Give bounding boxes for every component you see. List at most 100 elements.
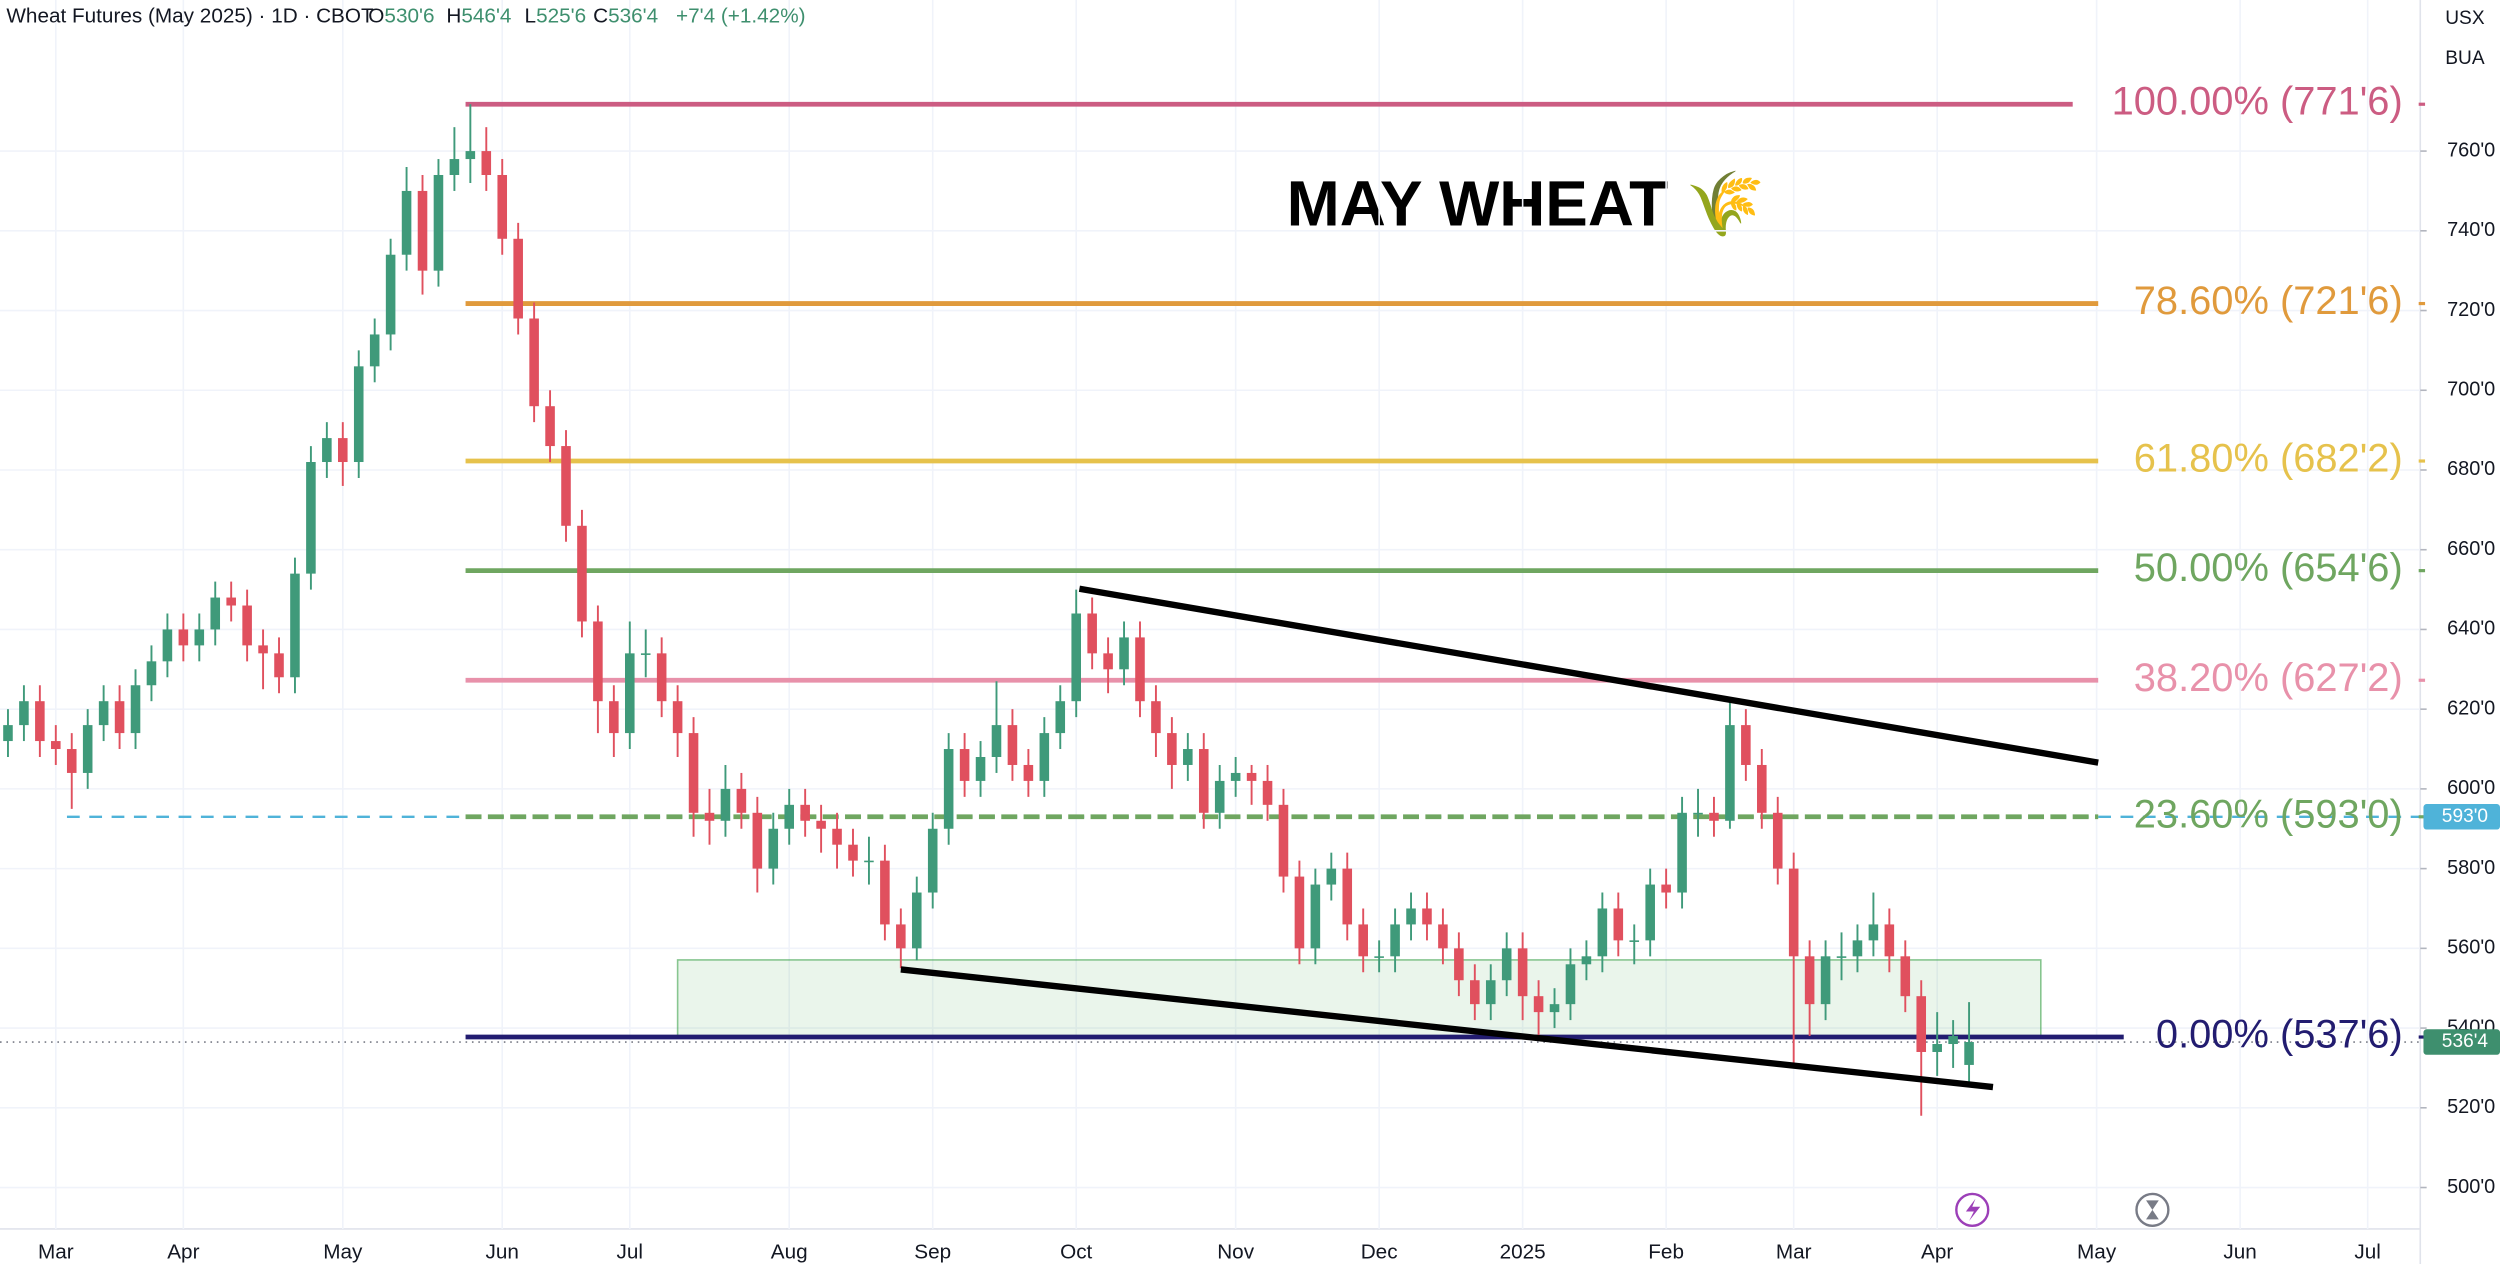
candle-body <box>1135 637 1145 702</box>
x-tick-label: Apr <box>167 1240 199 1263</box>
x-tick-label: May <box>323 1240 363 1263</box>
y-tick-label: 660'0 <box>2447 538 2495 560</box>
candle-body <box>1645 884 1655 941</box>
candle-body <box>1661 884 1671 893</box>
candle-body <box>1151 701 1161 734</box>
candle-body <box>561 446 571 526</box>
field-value: 536'4 <box>608 5 658 28</box>
candle-body <box>1358 924 1368 957</box>
x-tick-label: Jun <box>486 1240 519 1263</box>
candle-body <box>593 621 603 702</box>
candle-body <box>704 812 715 821</box>
candle-body <box>338 438 348 463</box>
candle-body <box>1581 956 1592 965</box>
candle-body <box>1613 908 1624 941</box>
candle-body <box>385 254 396 335</box>
candle-body <box>625 653 635 734</box>
candle-body <box>1565 964 1576 1005</box>
candle-body <box>577 525 587 622</box>
x-tick-label: Nov <box>1217 1240 1254 1263</box>
candle-body <box>1278 804 1289 877</box>
candle-body <box>848 844 858 861</box>
fib-label: 78.60% (721'6) <box>2134 279 2403 323</box>
candle-body <box>880 860 890 925</box>
candle-body <box>114 701 125 734</box>
candle-body <box>1629 940 1640 942</box>
x-tick-label: Oct <box>1060 1240 1092 1263</box>
chart-title: MAY WHEAT 🌾 <box>1287 167 1766 239</box>
candle-body <box>752 812 763 869</box>
candle-body <box>1007 725 1018 765</box>
flash-icon[interactable] <box>1955 1192 1990 1227</box>
candle-body <box>720 788 731 821</box>
unit-label: BUA <box>2445 48 2485 69</box>
timer-icon[interactable] <box>2135 1192 2170 1227</box>
x-tick-label: Jul <box>2354 1240 2380 1263</box>
candle-body <box>497 174 508 239</box>
candle-body <box>1804 956 1815 1005</box>
candle-body <box>1294 876 1305 949</box>
candle-body <box>927 828 938 893</box>
candle-body <box>51 741 61 750</box>
candle-body <box>959 749 970 781</box>
x-tick-label: Mar <box>38 1240 74 1263</box>
fib-label: 50.00% (654'6) <box>2134 546 2403 590</box>
candle-body <box>640 653 651 655</box>
fib-label: 23.60% (593'0) <box>2134 792 2403 836</box>
candle-body <box>1868 924 1879 941</box>
candle-body <box>1262 780 1273 805</box>
candle-body <box>1836 956 1847 958</box>
y-tick-label: 580'0 <box>2447 857 2495 879</box>
candle-body <box>19 701 29 726</box>
header: Wheat Futures (May 2025) · 1D · CBOTO530… <box>6 5 805 28</box>
x-tick-label: Aug <box>771 1240 808 1263</box>
candle-body <box>274 653 284 678</box>
y-tick-label: 500'0 <box>2447 1176 2495 1198</box>
candle-body <box>1039 733 1050 781</box>
trendline <box>1078 585 2099 766</box>
field-key: O <box>368 5 384 28</box>
candle-body <box>401 190 412 255</box>
y-tick-label: 600'0 <box>2447 777 2495 799</box>
candle-body <box>1326 868 1337 885</box>
y-tick-label: 760'0 <box>2447 139 2495 161</box>
candle-body <box>1406 908 1416 925</box>
x-tick-label: Jul <box>617 1240 643 1263</box>
candle-body <box>290 573 300 678</box>
candle-body <box>1485 980 1496 1005</box>
candle-body <box>656 653 667 702</box>
candle-body <box>210 597 221 630</box>
candle-body <box>1693 812 1703 815</box>
candle-body <box>1549 1004 1560 1013</box>
candle-body <box>1071 613 1081 702</box>
candle-body <box>1055 701 1066 734</box>
candle-body <box>1119 637 1129 670</box>
candle-body <box>1820 956 1831 1005</box>
candle-body <box>1198 749 1209 813</box>
field-key: C <box>593 5 608 28</box>
candle-body <box>82 725 93 773</box>
candle-body <box>1884 924 1895 957</box>
candle-body <box>943 749 954 829</box>
candle-body <box>1948 1036 1958 1045</box>
fib-label: 0.00% (537'6) <box>2156 1013 2403 1057</box>
candle-body <box>1230 772 1241 781</box>
candle-body <box>991 725 1002 757</box>
field-value: 530'6 <box>384 5 434 28</box>
candle-body <box>369 334 380 367</box>
candle-body <box>1900 956 1911 997</box>
candle-body <box>1214 780 1225 813</box>
candle-body <box>1709 812 1719 821</box>
candle-body <box>1167 733 1177 765</box>
candle-body <box>226 597 236 606</box>
candle-body <box>1342 868 1353 925</box>
y-tick-label: 740'0 <box>2447 219 2495 241</box>
candle-body <box>465 151 476 160</box>
candle-body <box>1677 812 1687 893</box>
x-tick-label: Mar <box>1776 1240 1812 1263</box>
candle-body <box>768 828 779 869</box>
candle-body <box>864 860 874 863</box>
candle-body <box>146 661 157 686</box>
